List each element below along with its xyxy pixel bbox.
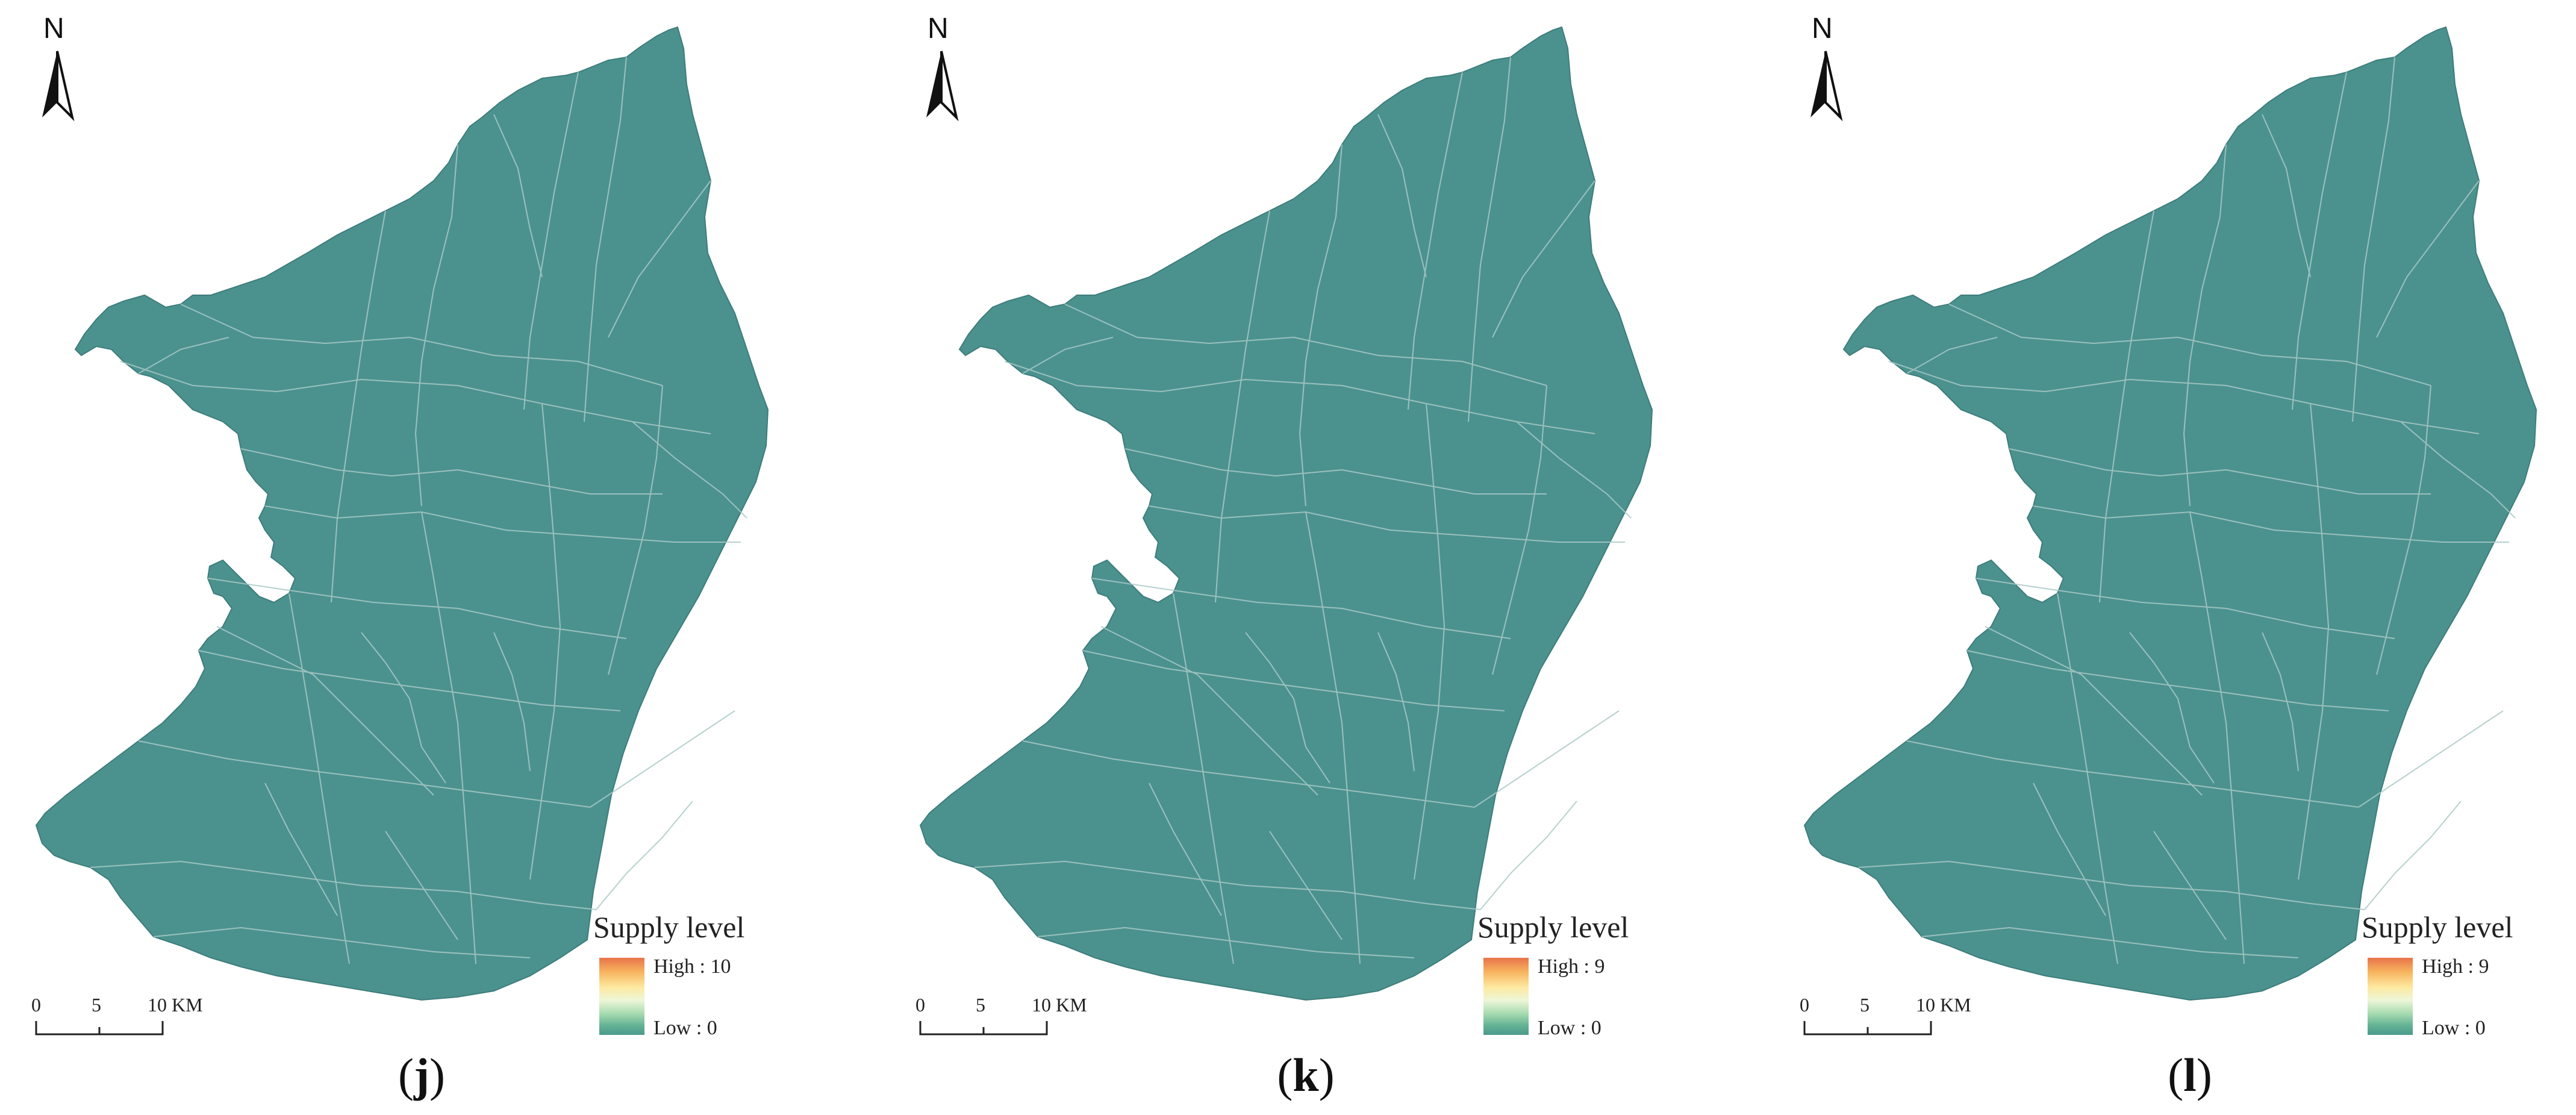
legend-color-ramp — [599, 958, 644, 1035]
scale-tick-10: 10 KM — [1032, 994, 1087, 1016]
north-label: N — [928, 13, 949, 45]
panel-caption: (k) — [1277, 1049, 1335, 1101]
caption-letter: j — [414, 1049, 429, 1101]
legend-color-ramp — [1483, 958, 1529, 1035]
north-arrow-icon — [926, 51, 959, 122]
legend-title: Supply level — [593, 910, 745, 944]
north-arrow-icon — [42, 51, 75, 122]
legend: Supply level High : 9 Low : 0 — [2362, 910, 2576, 1054]
legend-high-label: High : 10 — [653, 955, 731, 978]
scale-tick-0: 0 — [31, 994, 41, 1016]
scale-tick-5: 5 — [976, 994, 985, 1016]
map-panel-k: N 0 5 10 KM Supply level High : 9 Low : … — [884, 0, 1727, 1115]
legend-low-label: Low : 0 — [1538, 1017, 1601, 1039]
scale-tick-10: 10 KM — [148, 994, 203, 1016]
scale-bar: 0 5 10 KM — [1792, 994, 1973, 1054]
scale-bar-line — [1803, 1021, 1932, 1035]
legend-high-label: High : 9 — [1538, 955, 1605, 978]
panel-caption: (j) — [398, 1049, 445, 1101]
legend-low-label: Low : 0 — [2422, 1017, 2486, 1039]
north-label: N — [43, 13, 64, 45]
panel-caption: (l) — [2168, 1049, 2212, 1101]
scale-bar: 0 5 10 KM — [908, 994, 1089, 1054]
legend-title: Supply level — [1477, 910, 1629, 944]
legend-low-label: Low : 0 — [653, 1017, 717, 1039]
scale-bar: 0 5 10 KM — [24, 994, 205, 1054]
caption-letter: l — [2183, 1049, 2197, 1101]
supply-map — [35, 26, 769, 1001]
supply-map — [919, 26, 1653, 1001]
caption-letter: k — [1293, 1049, 1319, 1101]
map-panel-j: N 0 5 10 KM Supply level High : 10 Low :… — [0, 0, 843, 1115]
scale-tick-0: 0 — [1800, 994, 1809, 1016]
legend: Supply level High : 10 Low : 0 — [593, 910, 834, 1054]
legend-title: Supply level — [2362, 910, 2513, 944]
scale-tick-10: 10 KM — [1916, 994, 1971, 1016]
scale-bar-line — [35, 1021, 164, 1035]
legend-color-ramp — [2368, 958, 2413, 1035]
map-panel-l: N 0 5 10 KM Supply level High : 9 Low : … — [1768, 0, 2576, 1115]
north-arrow-icon — [1810, 51, 1843, 122]
scale-tick-5: 5 — [92, 994, 101, 1016]
legend-high-label: High : 9 — [2422, 955, 2489, 978]
scale-bar-line — [919, 1021, 1048, 1035]
scale-tick-5: 5 — [1860, 994, 1870, 1016]
scale-tick-0: 0 — [915, 994, 925, 1016]
north-label: N — [1812, 13, 1833, 45]
supply-map — [1803, 26, 2537, 1001]
legend: Supply level High : 9 Low : 0 — [1477, 910, 1718, 1054]
